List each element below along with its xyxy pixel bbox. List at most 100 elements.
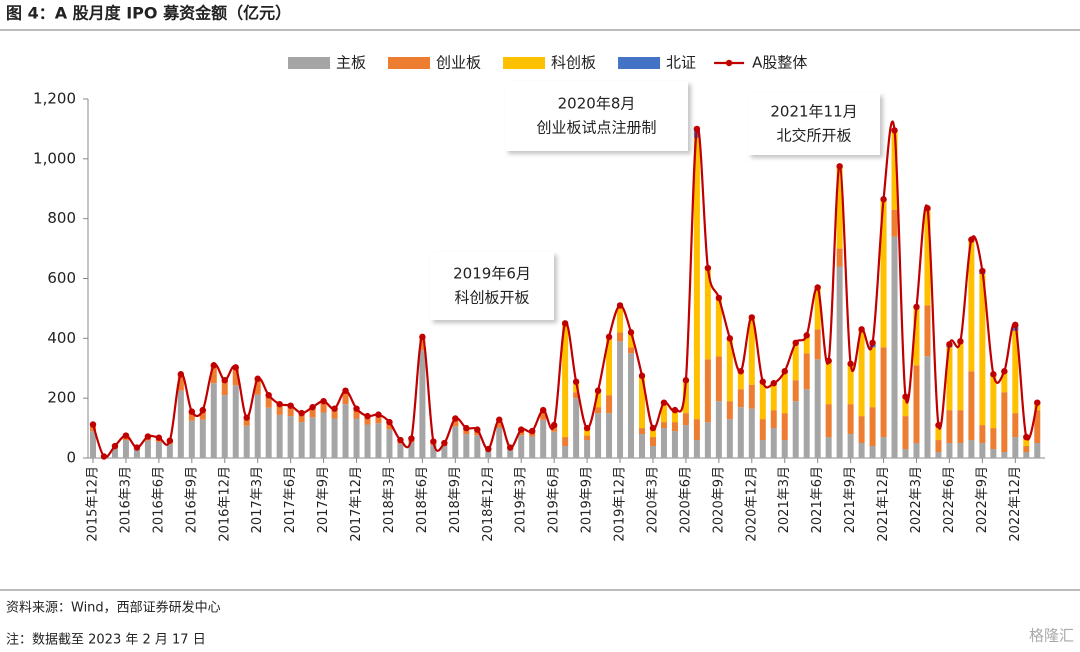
bar-segment	[584, 428, 591, 436]
bar-segment	[1012, 413, 1019, 438]
total-marker	[100, 453, 108, 460]
total-marker	[924, 204, 931, 212]
total-marker	[254, 375, 261, 382]
y-tick-label: 400	[47, 329, 76, 347]
bar-segment	[342, 390, 349, 405]
bar-segment	[792, 401, 799, 458]
bar-segment	[408, 442, 415, 458]
bar-segment	[880, 200, 887, 348]
bar-segment	[902, 449, 909, 458]
bar-segment	[946, 443, 953, 458]
bar-segment	[847, 363, 854, 405]
bar-segment	[924, 209, 931, 306]
bar-segment	[781, 371, 788, 414]
bar-segment	[968, 371, 975, 441]
total-marker	[507, 444, 514, 451]
total-marker	[419, 333, 426, 341]
bar-segment	[682, 425, 689, 458]
bar-segment	[847, 434, 854, 458]
bar-segment	[693, 440, 700, 458]
bar-segment	[891, 131, 898, 210]
y-tick-label: 600	[47, 269, 76, 287]
y-tick-label: 800	[47, 209, 76, 227]
bar-segment	[946, 347, 953, 411]
total-marker	[309, 403, 316, 411]
bar-segment	[726, 338, 733, 402]
bar-segment	[814, 329, 821, 360]
bar-segment	[814, 287, 821, 330]
annotation-text: 创业板试点注册制	[536, 119, 656, 137]
bar-segment	[474, 435, 481, 458]
total-marker	[561, 320, 569, 327]
bar-segment	[364, 424, 371, 458]
total-marker	[572, 378, 580, 385]
bar-segment	[858, 443, 865, 458]
total-marker	[946, 341, 953, 348]
bar-segment	[990, 449, 997, 458]
bar-segment	[715, 356, 722, 402]
bar-segment	[463, 434, 470, 458]
bar-segment	[595, 407, 602, 414]
bar-segment	[660, 428, 667, 458]
bar-segment	[595, 413, 602, 458]
bar-segment	[331, 408, 338, 419]
x-tick-label: 2016年6月	[151, 466, 166, 533]
legend-label: 主板	[336, 54, 366, 72]
bar-segment	[836, 166, 843, 249]
bar-segment	[682, 380, 689, 414]
legend-swatch	[618, 57, 661, 69]
bar-segment	[836, 248, 843, 267]
bar-segment	[628, 347, 635, 354]
total-marker	[825, 357, 832, 364]
total-marker	[408, 435, 415, 442]
x-tick-label: 2018年6月	[415, 466, 430, 533]
total-marker	[638, 372, 646, 379]
total-marker	[605, 333, 613, 341]
legend-swatch	[288, 57, 330, 69]
x-tick-label: 2020年12月	[744, 466, 759, 542]
annotation-box	[430, 252, 554, 320]
bar-segment	[551, 431, 558, 458]
bar-segment	[452, 418, 459, 427]
total-marker	[199, 406, 206, 414]
x-tick-label: 2022年12月	[1008, 466, 1023, 542]
total-marker	[594, 387, 602, 394]
total-marker	[166, 437, 174, 444]
bar-segment	[858, 329, 865, 417]
bar-segment	[243, 417, 250, 426]
bar-segment	[913, 443, 920, 458]
total-marker	[869, 339, 876, 347]
x-tick-label: 2018年3月	[382, 466, 397, 533]
bar-segment	[715, 401, 722, 458]
bar-segment	[188, 420, 195, 458]
x-tick-label: 2019年12月	[613, 466, 628, 542]
bar-segment	[606, 413, 613, 458]
total-marker	[342, 387, 349, 394]
bar-segment	[759, 419, 766, 441]
bar-segment	[265, 407, 272, 458]
bar-segment	[364, 416, 371, 425]
bar-segment	[737, 407, 744, 458]
bar-segment	[628, 332, 635, 348]
bar-segment	[441, 446, 448, 458]
bar-segment	[452, 426, 459, 458]
annotation-text: 科创板开板	[454, 289, 529, 307]
bar-segment	[562, 446, 569, 458]
bar-segment	[133, 449, 140, 458]
bar-segment	[529, 436, 536, 458]
bar-segment	[825, 437, 832, 458]
total-marker	[737, 368, 745, 375]
total-marker	[539, 406, 547, 414]
bar-segment	[759, 381, 766, 420]
bar-segment	[704, 268, 711, 360]
legend-marker	[725, 59, 733, 67]
total-marker	[990, 371, 997, 378]
bar-segment	[518, 435, 525, 458]
bar-segment	[770, 383, 777, 411]
total-marker	[627, 329, 635, 336]
total-marker	[748, 314, 755, 321]
bar-segment	[496, 419, 503, 428]
x-tick-label: 2019年6月	[547, 466, 562, 533]
bar-segment	[671, 422, 678, 432]
bar-segment	[726, 401, 733, 420]
